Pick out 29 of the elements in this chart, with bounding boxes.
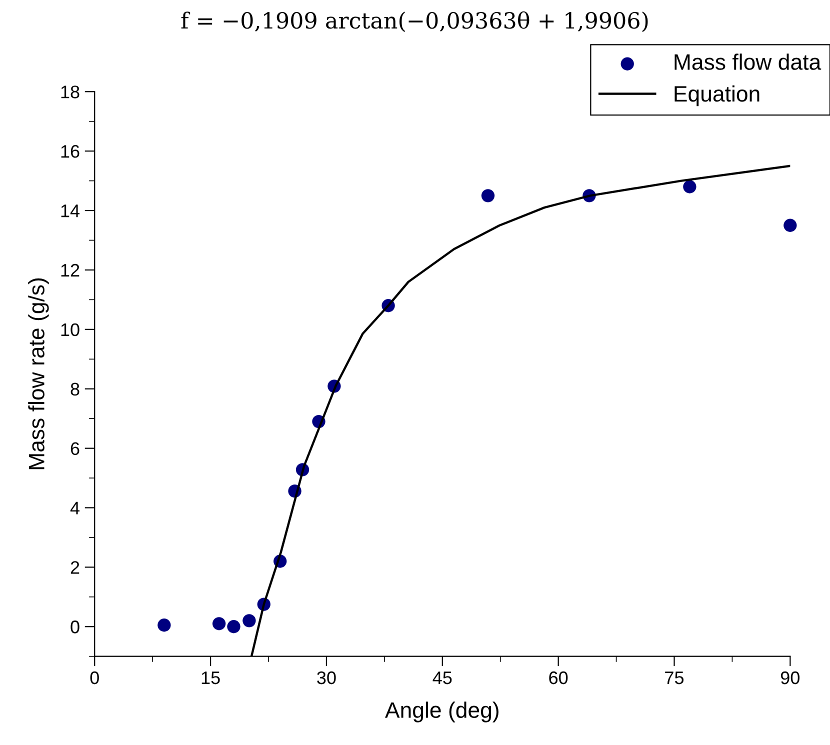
point <box>242 614 256 628</box>
legend-label: Mass flow data <box>674 54 822 70</box>
point <box>784 218 797 232</box>
x-tick-label: 15 <box>202 672 220 684</box>
x-tick-label: 30 <box>317 671 336 684</box>
y-axis-title: Mass flow rate (g/s) <box>28 278 49 470</box>
y-tick-label: 6 <box>70 442 80 456</box>
y-tick-label: 2 <box>70 561 80 574</box>
chart-title: f = −0,1909 arctan(−0,09363θ + 1,9906) <box>181 11 648 32</box>
y-tick-label: 12 <box>61 264 80 277</box>
x-tick-label: 0 <box>90 671 99 684</box>
point <box>683 180 696 194</box>
y-tick-label: 16 <box>61 145 80 158</box>
y-tick-label: 10 <box>61 323 80 336</box>
point <box>227 620 240 634</box>
y-tick-label: 14 <box>61 204 80 218</box>
point <box>212 617 226 630</box>
y-tick-label: 18 <box>61 86 80 98</box>
point <box>481 189 495 202</box>
y-tick-label: 4 <box>70 502 80 514</box>
x-tick-label: 75 <box>665 672 684 684</box>
x-tick-label: 90 <box>780 671 800 684</box>
point <box>158 618 171 632</box>
y-tick-label: 8 <box>70 382 80 396</box>
x-axis-title: Angle (deg) <box>384 702 498 722</box>
x-tick-label: 60 <box>549 671 568 684</box>
x-tick-label: 45 <box>432 672 452 684</box>
y-tick-label: 0 <box>70 620 80 634</box>
legend-label: Equation <box>674 85 760 106</box>
